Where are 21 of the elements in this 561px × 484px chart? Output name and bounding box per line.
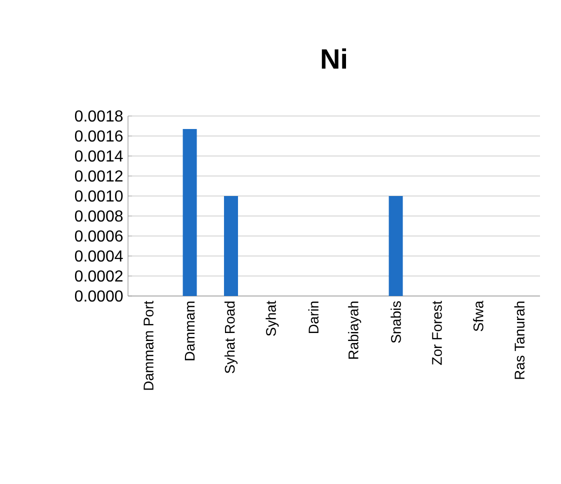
y-tick-label: 0.0000 bbox=[74, 290, 123, 302]
x-tick-label: Ras Tanurah bbox=[514, 302, 525, 379]
x-tick-label: Syhat bbox=[266, 300, 279, 336]
y-tick-label: 0.0010 bbox=[74, 190, 123, 202]
y-tick-label: 0.0012 bbox=[74, 170, 122, 182]
x-tick-label: Dammam bbox=[184, 302, 195, 360]
y-tick-label: 0.0008 bbox=[74, 210, 123, 222]
y-tick-label: 0.0018 bbox=[74, 110, 123, 122]
y-tick-label: 0.0006 bbox=[74, 230, 123, 242]
y-tick-label: 0.0014 bbox=[74, 150, 123, 162]
x-tick-label: Dammam Port bbox=[144, 300, 154, 390]
x-tick-label: Snabis bbox=[390, 301, 401, 343]
x-tick-label: Sfwa bbox=[473, 300, 484, 332]
y-tick-label: 0.0002 bbox=[74, 270, 122, 282]
x-tick-label: Syhat Road bbox=[224, 302, 238, 374]
x-tick-label: Darin bbox=[308, 302, 319, 334]
x-tick-label: Zor Forest bbox=[432, 300, 442, 365]
x-tick-label: Rabiayah bbox=[348, 302, 362, 359]
chart-title: Ni bbox=[322, 48, 346, 69]
y-tick-label: 0.0004 bbox=[74, 250, 123, 262]
y-tick-label: 0.0016 bbox=[74, 130, 123, 142]
